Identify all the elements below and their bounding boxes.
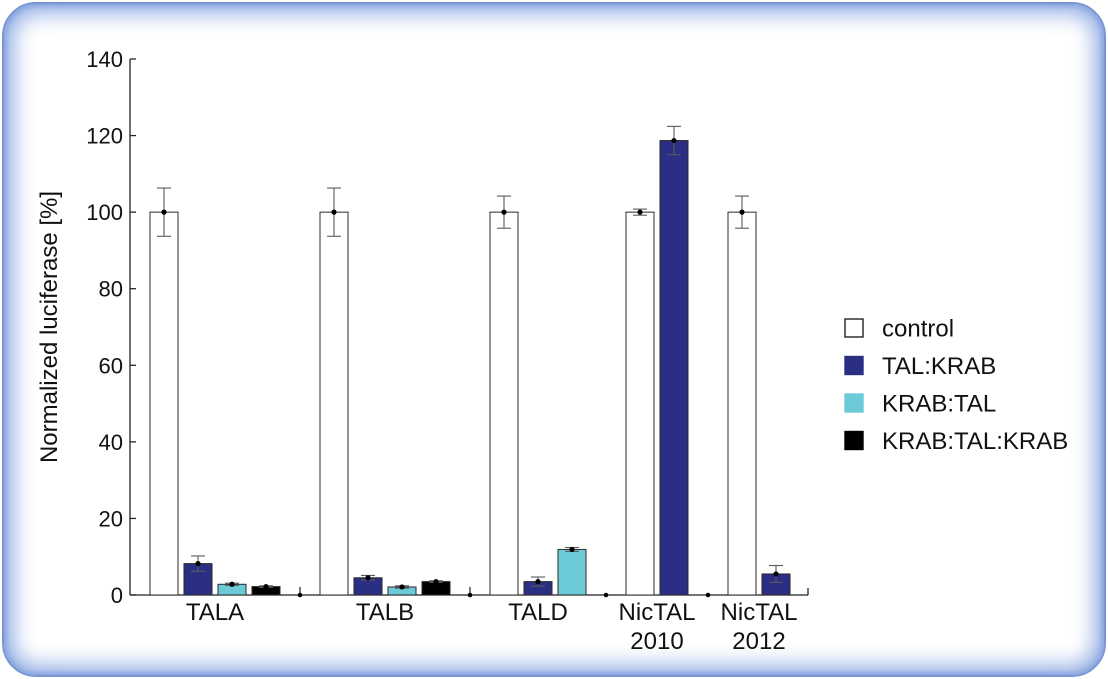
mean-marker	[569, 546, 575, 553]
category-label: TALB	[356, 599, 414, 626]
y-tick-label: 60	[99, 353, 123, 378]
category-label: NicTAL	[721, 599, 798, 626]
axes: 0 20 40 60 80 100 120 140	[86, 47, 809, 608]
bars	[149, 140, 791, 596]
category-separator-dot	[297, 592, 303, 598]
mean-marker	[535, 579, 541, 585]
y-tick-label: 20	[99, 506, 123, 531]
y-tick-label: 0	[111, 583, 123, 608]
category-label: TALD	[508, 599, 568, 626]
mean-marker	[433, 579, 439, 585]
legend-swatch-krab-tal-krab	[844, 430, 864, 451]
category-separator-dot	[603, 592, 609, 598]
bar-control	[625, 211, 655, 596]
bar-krab-tal	[557, 548, 587, 596]
mean-marker	[365, 575, 371, 581]
bar-control	[489, 211, 519, 596]
bar-control	[149, 211, 179, 596]
category-label: NicTAL	[619, 599, 696, 626]
category-separator-dot	[705, 592, 711, 598]
mean-marker	[773, 571, 779, 577]
mean-marker	[161, 209, 167, 215]
legend-label-krab-tal: KRAB:TAL	[882, 391, 996, 418]
mean-marker	[229, 581, 235, 587]
mean-marker	[739, 209, 745, 215]
bar-tal-krab	[659, 140, 689, 596]
legend-swatch-control	[844, 318, 864, 338]
bar-tal-krab	[183, 563, 213, 596]
bar-control	[319, 211, 349, 596]
y-tick-label: 40	[99, 430, 123, 455]
category-label: 2012	[732, 628, 785, 655]
bar-control	[727, 211, 757, 596]
legend-label-krab-tal-krab: KRAB:TAL:KRAB	[882, 428, 1068, 455]
category-separator-dot	[467, 592, 473, 598]
y-tick-label: 100	[86, 200, 123, 225]
mean-marker	[399, 584, 405, 590]
legend-swatch-krab-tal	[844, 393, 864, 413]
category-label: 2010	[630, 628, 683, 655]
category-label: TALA	[186, 599, 244, 626]
legend-swatch-tal-krab	[844, 355, 864, 376]
mean-marker	[637, 209, 643, 215]
mean-marker	[331, 209, 337, 215]
legend-label-control: control	[882, 316, 954, 343]
mean-marker	[263, 583, 269, 590]
y-tick-label: 120	[86, 124, 123, 149]
mean-marker	[195, 561, 201, 567]
y-tick-label: 140	[86, 47, 123, 72]
y-tick-label: 80	[99, 277, 123, 302]
error-bars	[157, 125, 783, 598]
mean-marker	[671, 137, 677, 144]
y-axis-title: Normalized luciferase [%]	[36, 191, 63, 463]
legend-label-tal-krab: TAL:KRAB	[882, 353, 996, 380]
mean-marker	[501, 209, 507, 215]
legend: control TAL:KRAB KRAB:TAL KRAB:TAL:KRAB	[844, 316, 1068, 455]
